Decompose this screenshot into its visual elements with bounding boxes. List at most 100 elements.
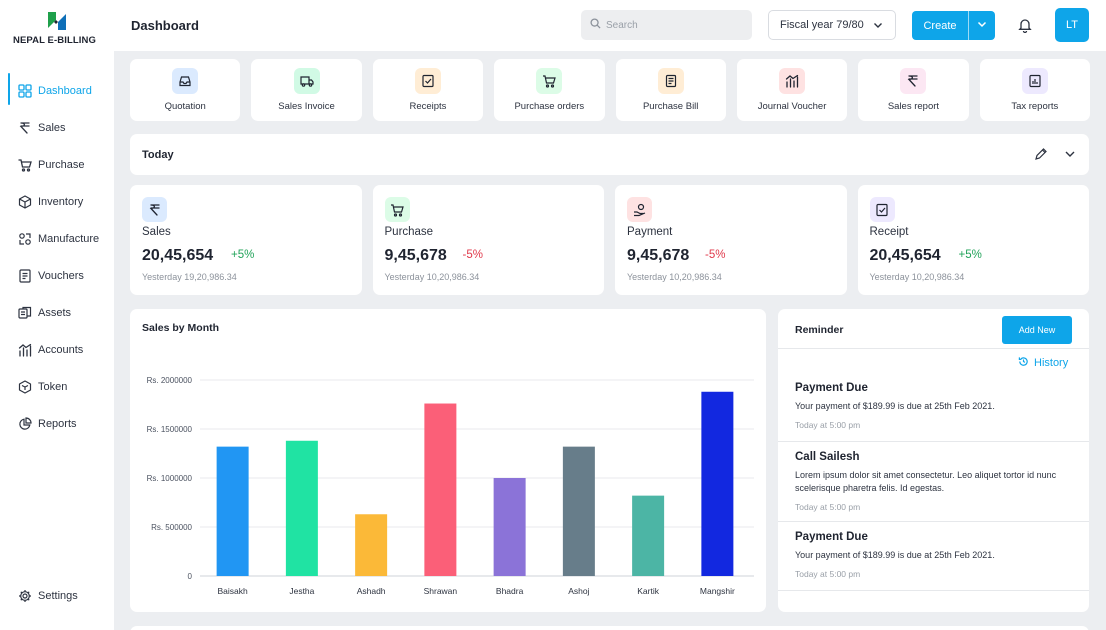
next-panel-edge xyxy=(130,626,1089,630)
sidebar-item-label: Manufacture xyxy=(38,232,100,245)
top-header: Dashboard Fiscal year 79/80 Create LT xyxy=(114,0,1106,51)
app-logo[interactable]: NEPAL E-BILLING xyxy=(10,10,102,50)
rupee-icon xyxy=(18,121,32,135)
reminder-item[interactable]: Payment Due Your payment of $189.99 is d… xyxy=(778,522,1089,591)
sidebar-item-accounts[interactable]: Accounts xyxy=(0,331,114,368)
search-icon xyxy=(590,16,601,34)
sidebar-item-inventory[interactable]: Inventory xyxy=(0,183,114,220)
x-tick-label: Shrawan xyxy=(424,586,458,596)
edit-icon[interactable] xyxy=(1034,147,1048,161)
bar-kartik xyxy=(632,495,665,576)
user-avatar[interactable]: LT xyxy=(1055,8,1089,42)
stat-label: Sales xyxy=(142,226,171,238)
sidebar-item-label: Assets xyxy=(38,306,72,319)
gear-icon xyxy=(18,589,32,603)
rupee-icon xyxy=(900,68,927,94)
quick-action-quotation[interactable]: Quotation xyxy=(130,59,241,121)
reminder-item[interactable]: Call Sailesh Lorem ipsum dolor sit amet … xyxy=(778,442,1089,522)
history-link[interactable]: History xyxy=(1018,356,1068,370)
search-box[interactable] xyxy=(581,10,752,40)
payment-icon xyxy=(627,197,652,222)
stat-card-sales[interactable]: Sales 20,45,654 +5% Yesterday 19,20,986.… xyxy=(130,185,362,295)
cart-icon xyxy=(18,158,32,172)
quick-action-sales-invoice[interactable]: Sales Invoice xyxy=(251,59,362,121)
history-icon xyxy=(1018,356,1029,370)
quick-action-label: Quotation xyxy=(164,101,206,112)
notification-bell-icon[interactable] xyxy=(1017,17,1033,34)
tax-report-icon xyxy=(1021,68,1048,94)
x-tick-label: Mangshir xyxy=(700,586,735,596)
sidebar-item-label: Token xyxy=(38,380,68,393)
y-tick-label: Rs. 2000000 xyxy=(147,376,193,385)
bar-ashadh xyxy=(355,514,388,576)
voucher-icon xyxy=(18,268,32,283)
history-label: History xyxy=(1034,357,1069,369)
stat-card-receipt[interactable]: Receipt 20,45,654 +5% Yesterday 10,20,98… xyxy=(857,185,1089,295)
reminder-item-time: Today at 5:00 pm xyxy=(795,569,861,579)
reports-icon xyxy=(18,416,32,431)
receipt-icon xyxy=(869,197,895,222)
quick-action-label: Receipts xyxy=(409,101,447,112)
sidebar-item-label: Purchase xyxy=(38,158,85,171)
y-tick-label: Rs. 500000 xyxy=(151,523,192,532)
sidebar-item-dashboard[interactable]: Dashboard xyxy=(0,72,114,109)
sidebar-item-label: Accounts xyxy=(38,343,84,356)
bar-mangshir xyxy=(701,391,734,576)
chevron-down-icon xyxy=(977,19,987,32)
quick-action-label: Tax reports xyxy=(1011,101,1059,112)
search-input[interactable] xyxy=(606,19,746,31)
bill-icon xyxy=(657,68,684,94)
sidebar-nav: Dashboard Sales Purchase Inventory Manuf… xyxy=(0,72,114,442)
sidebar-item-manufacture[interactable]: Manufacture xyxy=(0,220,114,257)
stat-value: 9,45,678 xyxy=(627,247,690,264)
quick-action-tax-reports[interactable]: Tax reports xyxy=(979,59,1090,121)
page-title: Dashboard xyxy=(131,18,199,33)
rupee-icon xyxy=(142,197,167,222)
chart-icon xyxy=(779,68,806,94)
sales-bar-chart: 0 Rs. 500000 Rs. 1000000 Rs. 1500000 Rs. 200… xyxy=(147,376,754,596)
stat-value: 20,45,654 xyxy=(869,247,941,264)
reminder-item-time: Today at 5:00 pm xyxy=(795,420,861,430)
chevron-down-icon xyxy=(873,20,883,33)
stat-card-purchase[interactable]: Purchase 9,45,678 -5% Yesterday 10,20,98… xyxy=(372,185,604,295)
today-panel: Today xyxy=(130,134,1089,175)
add-new-button[interactable]: Add New xyxy=(1002,316,1072,344)
quick-action-purchase-orders[interactable]: Purchase orders xyxy=(494,59,605,121)
reminder-item-title: Payment Due xyxy=(795,531,868,543)
cart-icon xyxy=(384,197,410,222)
stat-change: +5% xyxy=(958,249,982,261)
quick-action-label: Sales Invoice xyxy=(278,101,335,112)
stat-label: Payment xyxy=(627,226,673,238)
quick-action-receipts[interactable]: Receipts xyxy=(372,59,484,121)
sidebar-item-settings[interactable]: Settings xyxy=(0,577,114,614)
create-button[interactable]: Create xyxy=(912,11,969,40)
sidebar-item-label: Sales xyxy=(38,121,66,134)
stat-yesterday: Yesterday 10,20,986.34 xyxy=(384,272,480,282)
sidebar-item-sales[interactable]: Sales xyxy=(0,109,114,146)
stat-change: -5% xyxy=(462,249,483,261)
quick-action-sales-report[interactable]: Sales report xyxy=(858,59,969,121)
sidebar-item-reports[interactable]: Reports xyxy=(0,405,114,442)
y-tick-label: Rs. 1000000 xyxy=(147,474,193,483)
stat-label: Receipt xyxy=(869,226,909,238)
quick-action-journal-voucher[interactable]: Journal Voucher xyxy=(736,59,848,121)
quick-action-purchase-bill[interactable]: Purchase Bill xyxy=(615,59,726,121)
stat-yesterday: Yesterday 19,20,986.34 xyxy=(142,272,237,282)
create-dropdown-button[interactable] xyxy=(969,11,995,40)
stat-change: -5% xyxy=(705,249,726,261)
truck-icon xyxy=(293,68,320,94)
sidebar-item-purchase[interactable]: Purchase xyxy=(0,146,114,183)
create-split-button: Create xyxy=(912,11,995,40)
chart-title: Sales by Month xyxy=(142,322,220,334)
quick-action-label: Journal Voucher xyxy=(757,101,827,112)
sidebar-item-label: Vouchers xyxy=(38,269,84,282)
chevron-down-icon[interactable] xyxy=(1063,147,1077,161)
sidebar-item-assets[interactable]: Assets xyxy=(0,294,114,331)
sidebar-item-vouchers[interactable]: Vouchers xyxy=(0,257,114,294)
bar-jestha xyxy=(285,440,318,576)
sidebar-item-token[interactable]: Token xyxy=(0,368,114,405)
quick-actions: Quotation Sales Invoice Receipts Purchas… xyxy=(130,59,1090,121)
fiscal-year-select[interactable]: Fiscal year 79/80 xyxy=(768,10,896,40)
reminder-item[interactable]: Payment Due Your payment of $189.99 is d… xyxy=(778,373,1089,442)
stat-card-payment[interactable]: Payment 9,45,678 -5% Yesterday 10,20,986… xyxy=(615,185,847,295)
